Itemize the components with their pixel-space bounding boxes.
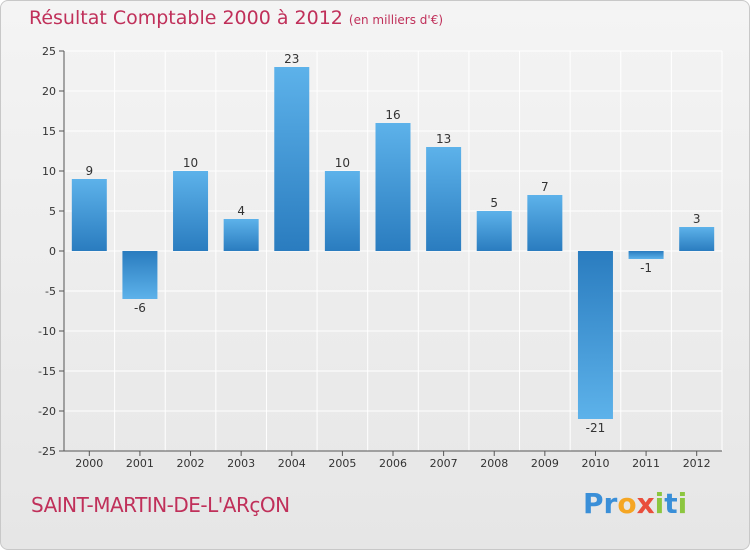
x-tick-label: 2010: [581, 457, 609, 470]
y-tick-label: -10: [38, 325, 56, 338]
bar-2000: [71, 179, 107, 251]
chart-title: Résultat Comptable 2000 à 2012 (en millie…: [29, 7, 443, 29]
y-tick-label: 25: [42, 45, 56, 58]
data-label: -6: [134, 301, 146, 315]
data-label: 10: [183, 156, 198, 170]
bar-2007: [426, 147, 462, 251]
x-tick-label: 2001: [126, 457, 154, 470]
bar-2012: [679, 227, 715, 251]
data-label: 7: [541, 180, 549, 194]
data-label: 9: [85, 164, 93, 178]
data-label: 3: [693, 212, 701, 226]
y-tick-label: 10: [42, 165, 56, 178]
bar-2011: [628, 251, 664, 259]
x-tick-label: 2005: [328, 457, 356, 470]
title-unit: (en milliers d'€): [348, 13, 444, 27]
data-label: 23: [284, 52, 299, 66]
x-tick-label: 2002: [177, 457, 205, 470]
bar-2008: [476, 211, 512, 251]
logo-letter: i: [677, 487, 688, 520]
bar-2003: [223, 219, 259, 251]
commune-name: SAINT-MARTIN-DE-L'ARçON: [31, 493, 290, 517]
logo-letter: x: [636, 487, 655, 520]
logo-letter: t: [664, 487, 678, 520]
data-label: 13: [436, 132, 451, 146]
bar-2010: [577, 251, 613, 419]
logo-letter: r: [603, 487, 618, 520]
bar-2005: [324, 171, 360, 251]
title-text: Résultat Comptable 2000 à 2012: [29, 7, 343, 29]
data-label: 10: [335, 156, 350, 170]
y-tick-label: 15: [42, 125, 56, 138]
logo-letter: o: [617, 487, 637, 520]
x-tick-label: 2006: [379, 457, 407, 470]
y-tick-label: 0: [49, 245, 56, 258]
x-tick-label: 2007: [430, 457, 458, 470]
y-tick-label: -25: [38, 445, 56, 458]
bar-2004: [274, 67, 310, 251]
bar-2001: [122, 251, 158, 299]
x-tick-label: 2012: [683, 457, 711, 470]
data-label: 5: [490, 196, 498, 210]
x-tick-label: 2009: [531, 457, 559, 470]
logo-letter: i: [654, 487, 665, 520]
data-label: -1: [640, 261, 652, 275]
x-tick-label: 2004: [278, 457, 306, 470]
x-tick-label: 2011: [632, 457, 660, 470]
y-tick-label: 5: [49, 205, 56, 218]
x-tick-label: 2003: [227, 457, 255, 470]
y-tick-label: -5: [45, 285, 56, 298]
data-label: 4: [237, 204, 245, 218]
logo-letter: P: [583, 487, 604, 520]
y-tick-label: 20: [42, 85, 56, 98]
x-tick-label: 2008: [480, 457, 508, 470]
bar-2006: [375, 123, 411, 251]
y-tick-label: -20: [38, 405, 56, 418]
bar-2002: [173, 171, 209, 251]
bar-layer: 9 -6 10 4 23 10 16 13 5 7 -21 -1 3: [71, 52, 715, 435]
y-tick-label: -15: [38, 365, 56, 378]
bar-2009: [527, 195, 563, 251]
data-label: 16: [385, 108, 400, 122]
data-label: -21: [586, 421, 606, 435]
proxiti-logo: Proxiti: [583, 487, 687, 520]
x-tick-label: 2000: [75, 457, 103, 470]
